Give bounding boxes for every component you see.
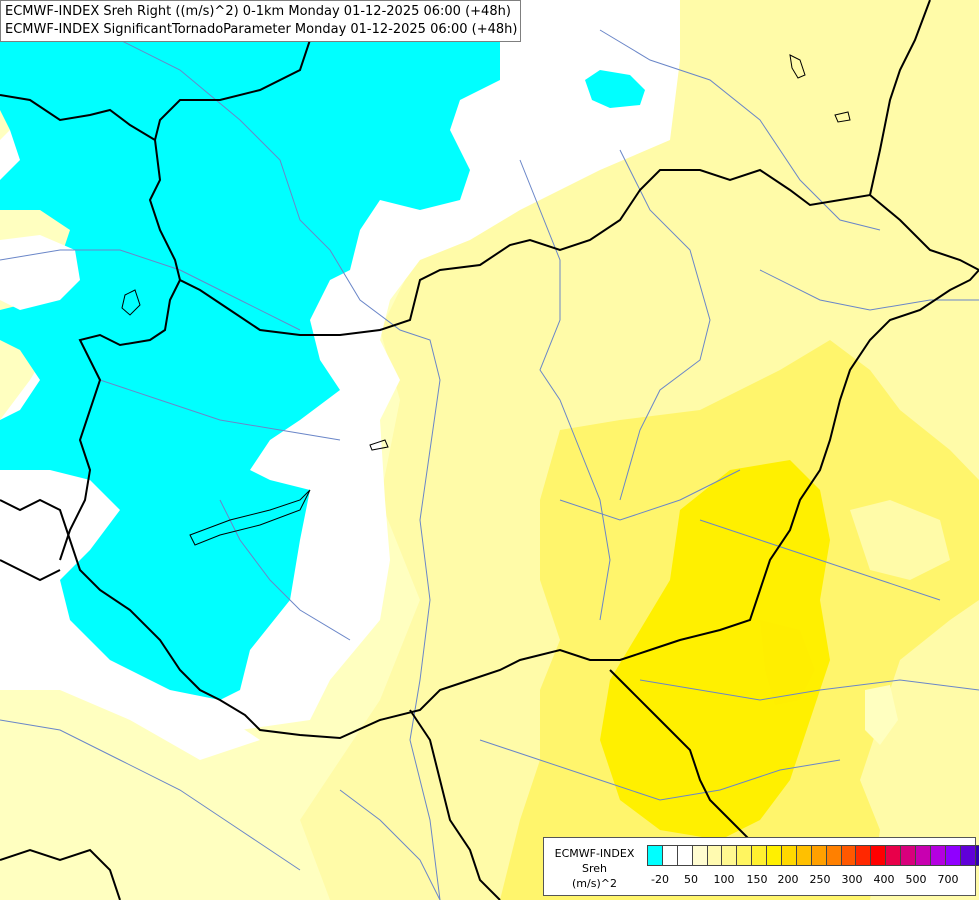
legend-source: ECMWF-INDEX <box>554 847 635 860</box>
legend-swatch <box>781 845 797 866</box>
legend-swatch <box>691 845 708 866</box>
legend-swatch <box>766 845 783 866</box>
title-line-2: ECMWF-INDEX SignificantTornadoParameter … <box>5 22 518 37</box>
legend-ticks: -20 50 100 150 200 250 300 400 500 700 <box>644 873 974 887</box>
legend-tick-label: 200 <box>777 873 799 886</box>
light-patch-east <box>850 500 950 580</box>
legend-swatches <box>647 845 979 867</box>
legend-swatch <box>810 845 827 866</box>
legend-swatch <box>721 845 738 866</box>
legend-tick-label: 50 <box>684 873 698 886</box>
map-title-box: ECMWF-INDEX Sreh Right ((m/s)^2) 0-1km M… <box>0 0 521 42</box>
legend-swatch <box>855 845 872 866</box>
white-blob <box>0 235 80 310</box>
legend-tick-label: 100 <box>713 873 735 886</box>
legend-swatch <box>676 845 693 866</box>
legend-swatch <box>825 845 842 866</box>
legend-swatch <box>974 845 979 866</box>
legend-swatch <box>647 845 663 866</box>
legend-tick-label: -20 <box>651 873 669 886</box>
lakes <box>121 54 851 546</box>
legend-tick-label: 250 <box>809 873 831 886</box>
legend-swatch <box>661 845 678 866</box>
legend-swatch <box>840 845 857 866</box>
legend-swatch <box>885 845 902 866</box>
legend-tick-label: 300 <box>841 873 863 886</box>
legend-swatch <box>915 845 931 866</box>
rivers <box>0 29 979 900</box>
legend-unit: (m/s)^2 <box>572 877 617 890</box>
legend-swatch <box>959 845 976 866</box>
legend-swatch <box>944 845 961 866</box>
legend-tick-label: 500 <box>905 873 927 886</box>
legend-tick-label: 150 <box>746 873 768 886</box>
light-patch-southeast <box>865 685 898 745</box>
legend-swatch <box>706 845 723 866</box>
title-line-1: ECMWF-INDEX Sreh Right ((m/s)^2) 0-1km M… <box>5 4 511 19</box>
legend-tick-label: 700 <box>937 873 959 886</box>
legend-swatch <box>929 845 946 866</box>
legend-swatch <box>736 845 753 866</box>
legend-variable: Sreh <box>581 862 607 875</box>
legend-swatch <box>870 845 887 866</box>
cyan-spot <box>585 70 645 108</box>
cyan-zone <box>0 0 500 700</box>
legend-tick-label: 400 <box>873 873 895 886</box>
color-legend: ECMWF-INDEX Sreh (m/s)^2 -20 50 100 150 200 2… <box>543 837 979 896</box>
legend-swatch <box>900 845 917 866</box>
legend-swatch <box>751 845 768 866</box>
core-yellow-zone <box>760 620 815 705</box>
legend-swatch <box>795 845 812 866</box>
